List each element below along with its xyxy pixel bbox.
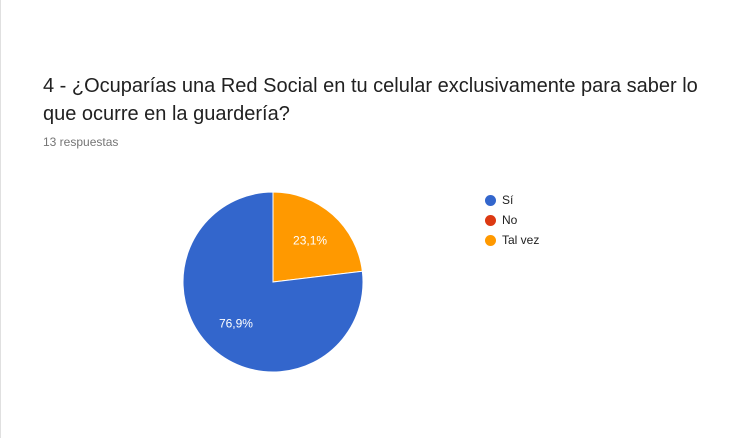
pie-labels: 23,1% 76,9% xyxy=(219,233,327,330)
response-count: 13 respuestas xyxy=(43,135,119,149)
question-title: 4 - ¿Ocuparías una Red Social en tu celu… xyxy=(43,75,698,125)
legend-swatch-no xyxy=(485,214,496,226)
pie-label-tal-vez: 23,1% xyxy=(293,233,327,247)
pie-slice-tal-vez[interactable] xyxy=(272,191,363,283)
legend-item-no[interactable]: No xyxy=(485,210,539,230)
legend-label-tal-vez: Tal vez xyxy=(502,233,540,247)
legend-swatch-si xyxy=(485,194,496,206)
legend-swatch-tal-vez xyxy=(485,234,496,246)
legend-label-no: No xyxy=(502,213,518,227)
pie-label-si: 76,9% xyxy=(219,317,253,331)
legend-item-tal-vez[interactable]: Tal vez xyxy=(485,230,539,250)
pie-slices xyxy=(182,191,364,373)
legend-label-si: Sí xyxy=(502,193,514,207)
pie-slice-si[interactable] xyxy=(182,191,364,373)
legend-item-si[interactable]: Sí xyxy=(485,190,539,210)
legend: Sí No Tal vez xyxy=(485,190,539,250)
